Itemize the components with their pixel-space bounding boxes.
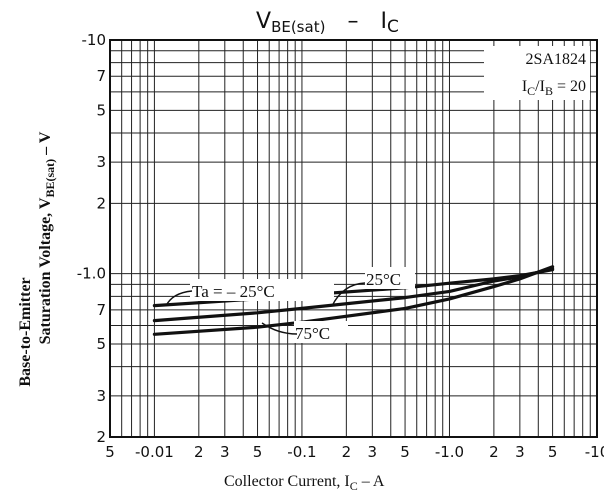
condition-label: IC/IB = 20 [522,78,586,98]
leader-75 [261,322,298,335]
x-tick-label: 2 [489,443,499,461]
y-tick-label: 5 [96,335,106,353]
series-line-2 [152,265,555,336]
y-tick-label: 2 [96,194,106,212]
series-label-minus25: Ta = – 25°C [192,282,275,301]
series-line-1 [152,267,555,323]
x-tick-label: 5 [548,443,558,461]
x-tick-label: 3 [368,443,378,461]
x-tick-label: 2 [194,443,204,461]
series-label-25: 25°C [366,270,401,289]
y-tick-label: 3 [96,153,106,171]
y-axis-label-line1: Base-to-Emitter [17,277,34,386]
x-tick-label: -0.01 [135,443,174,461]
x-tick-label: -10 [585,443,604,461]
x-tick-label: 5 [253,443,263,461]
y-axis-label-line2: Saturation Voltage, VBE(sat) – V [37,131,57,344]
y-tick-label: 7 [96,67,106,85]
x-tick-label: 5 [105,443,115,461]
leader-minus25 [165,290,193,307]
label-bg-minus25 [190,279,334,301]
y-tick-label: -1.0 [77,265,106,283]
label-bg-25 [365,267,415,289]
x-tick-label: 2 [342,443,352,461]
y-tick-label: -10 [82,31,107,49]
x-tick-label: -1.0 [435,443,464,461]
plot-frame [109,39,598,438]
chart-title: VBE(sat) – IC [256,9,399,37]
leader-25 [331,282,366,307]
tick-labels: 5-0.01235-0.1235-1.0235-102357-1.02357-1… [77,31,604,461]
x-tick-label: 5 [400,443,410,461]
x-tick-label: 3 [220,443,230,461]
x-tick-label: 3 [515,443,525,461]
y-tick-label: 3 [96,387,106,405]
device-label: 2SA1824 [526,51,586,68]
device-label-box [484,46,590,100]
series-label-75: 75°C [295,324,330,343]
y-tick-label: 7 [96,301,106,319]
y-tick-label: 2 [96,428,106,446]
y-tick-label: 5 [96,101,106,119]
label-bg-75 [294,321,348,343]
x-axis-label: Collector Current, IC – A [224,473,385,493]
x-tick-label: -0.1 [287,443,316,461]
